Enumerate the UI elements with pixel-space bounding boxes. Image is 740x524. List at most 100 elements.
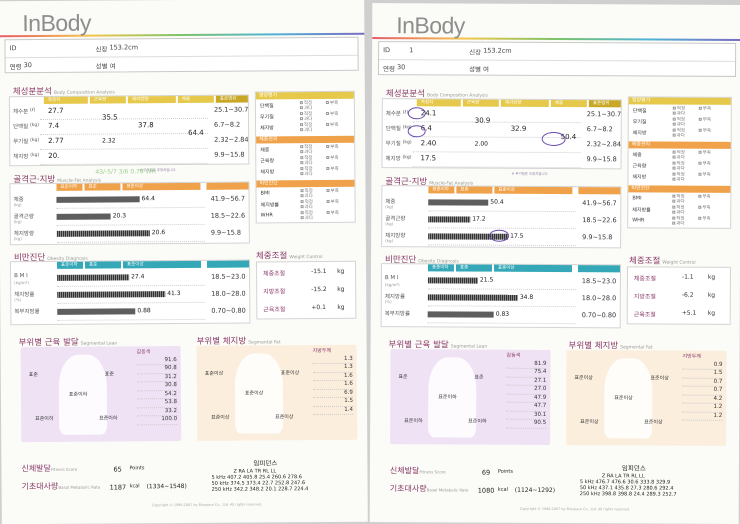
checkbox-square[interactable]: [325, 111, 329, 115]
checkbox-square[interactable]: [300, 200, 304, 204]
checkbox-square[interactable]: [326, 210, 330, 214]
checkbox-square[interactable]: [672, 166, 676, 170]
checkbox-square[interactable]: [326, 155, 330, 159]
checkbox-square[interactable]: [698, 172, 702, 176]
checkbox-square[interactable]: [698, 106, 702, 110]
assessment-checkbox[interactable]: 과다: [300, 216, 313, 221]
checkbox-square[interactable]: [672, 117, 676, 121]
assessment-checkbox[interactable]: 부족: [326, 188, 339, 194]
assessment-checkbox[interactable]: 부족: [698, 205, 711, 211]
checkbox-label: 과다: [676, 221, 685, 227]
checkbox-square[interactable]: [300, 128, 304, 132]
checkbox-square[interactable]: [672, 177, 676, 181]
checkbox-label: 과다: [676, 155, 685, 161]
assessment-checkbox[interactable]: 과다: [672, 210, 685, 216]
assessment-checkbox[interactable]: 부족: [325, 111, 338, 117]
assessment-checkbox[interactable]: 부족: [326, 210, 339, 216]
checkbox-square[interactable]: [698, 117, 702, 121]
assessment-checkbox[interactable]: 부족: [326, 144, 339, 150]
checkbox-square[interactable]: [300, 150, 304, 154]
bar-range: 18.5~22.6: [582, 216, 617, 225]
checkbox-square[interactable]: [672, 150, 676, 154]
checkbox-square[interactable]: [672, 155, 676, 159]
assessment-checkbox[interactable]: 부족: [698, 106, 711, 112]
checkbox-square[interactable]: [299, 117, 304, 121]
assessment-checkbox[interactable]: 부족: [698, 172, 711, 178]
checkbox-square[interactable]: [672, 128, 676, 132]
assessment-checkbox[interactable]: 부족: [326, 166, 339, 172]
checkbox-square[interactable]: [672, 210, 676, 214]
assessment-checkbox[interactable]: 과다: [299, 106, 312, 111]
checkbox-square[interactable]: [672, 216, 676, 220]
checkbox-square[interactable]: [698, 161, 702, 165]
checkbox-square[interactable]: [698, 194, 702, 198]
checkbox-square[interactable]: [672, 194, 676, 198]
assessment-checkbox[interactable]: 부족: [698, 161, 711, 167]
assessment-checkbox[interactable]: 과다: [672, 166, 685, 172]
assessment-checkbox[interactable]: 과다: [300, 161, 313, 166]
checkbox-square[interactable]: [698, 150, 702, 154]
assessment-checkbox[interactable]: 과다: [672, 177, 685, 183]
checkbox-square[interactable]: [300, 172, 304, 176]
checkbox-square[interactable]: [300, 211, 304, 215]
checkbox-square[interactable]: [326, 166, 330, 170]
checkbox-square[interactable]: [300, 156, 304, 160]
checkbox-square[interactable]: [672, 161, 676, 165]
checkbox-square[interactable]: [672, 106, 676, 110]
checkbox-square[interactable]: [299, 101, 303, 105]
assessment-checkbox[interactable]: 부족: [698, 117, 711, 123]
checkbox-square[interactable]: [326, 199, 330, 203]
assessment-checkbox[interactable]: 과다: [300, 128, 312, 133]
checkbox-label: 부족: [330, 199, 339, 205]
checkbox-square[interactable]: [300, 189, 304, 193]
assessment-checkbox[interactable]: 부족: [698, 216, 711, 222]
checkbox-square[interactable]: [672, 172, 676, 176]
assessment-checkbox[interactable]: 과다: [300, 172, 313, 177]
checkbox-square[interactable]: [300, 205, 304, 209]
checkbox-square[interactable]: [672, 111, 676, 115]
assessment-checkbox[interactable]: 과다: [672, 133, 685, 139]
checkbox-square[interactable]: [698, 128, 702, 132]
assessment-checkbox[interactable]: 과다: [672, 122, 685, 128]
checkbox-square[interactable]: [299, 106, 303, 110]
assessment-checkbox[interactable]: 과다: [672, 155, 685, 161]
assessment-checkbox[interactable]: 부족: [326, 123, 338, 128]
checkbox-square[interactable]: [300, 161, 304, 165]
checkbox-square[interactable]: [300, 145, 304, 149]
assessment-checkbox[interactable]: 과다: [672, 111, 685, 117]
assessment-checkbox[interactable]: 과다: [672, 199, 685, 205]
assessment-checkbox[interactable]: 부족: [698, 150, 711, 156]
assessment-checkbox[interactable]: 부족: [326, 199, 339, 205]
checkbox-square[interactable]: [672, 133, 676, 137]
assessment-checkbox[interactable]: 부족: [326, 155, 339, 161]
checkbox-square[interactable]: [672, 122, 676, 126]
assessment-checkbox[interactable]: 과다: [299, 117, 312, 122]
assessment-checkbox[interactable]: 부족: [698, 128, 711, 134]
checkbox-square[interactable]: [300, 167, 304, 171]
segment-table-value: 0.7: [682, 378, 723, 387]
segment-table-value: 91.6: [136, 356, 177, 366]
checkbox-square[interactable]: [326, 188, 330, 192]
checkbox-square[interactable]: [326, 144, 330, 148]
bmr-unit: kcal: [497, 486, 508, 493]
checkbox-square[interactable]: [672, 199, 676, 203]
side-item: 체지방: [632, 174, 647, 181]
assessment-checkbox[interactable]: 부족: [698, 194, 711, 200]
checkbox-square[interactable]: [698, 205, 702, 209]
assessment-checkbox[interactable]: 과다: [300, 205, 313, 210]
checkbox-square[interactable]: [672, 221, 676, 225]
checkbox-square[interactable]: [325, 100, 329, 104]
checkbox-square[interactable]: [300, 216, 304, 220]
checkbox-square[interactable]: [326, 122, 330, 126]
assessment-checkbox[interactable]: 과다: [300, 194, 313, 199]
assessment-checkbox[interactable]: 과다: [300, 150, 313, 155]
weight-control-title: 체중조절 Weight Control: [256, 249, 323, 261]
checkbox-label: 부족: [330, 166, 339, 172]
assessment-checkbox[interactable]: 과다: [672, 221, 685, 227]
checkbox-square[interactable]: [300, 194, 304, 198]
assessment-checkbox[interactable]: 부족: [325, 100, 338, 106]
checkbox-square[interactable]: [299, 112, 303, 116]
checkbox-square[interactable]: [300, 123, 304, 127]
checkbox-square[interactable]: [672, 205, 676, 209]
checkbox-square[interactable]: [698, 216, 702, 220]
